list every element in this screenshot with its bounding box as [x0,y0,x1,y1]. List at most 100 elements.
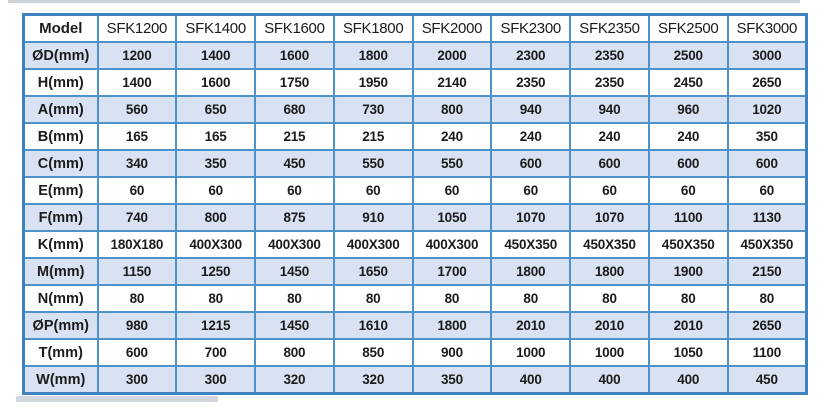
cell: 1800 [411,311,493,340]
table-row: A(mm) 560 650 680 730 800 940 940 960 1020 [22,95,808,124]
cell: 800 [411,95,493,124]
cell: 400X300 [254,230,335,259]
column-header: SFK3000 [726,13,808,43]
cell: 1070 [569,203,650,232]
cell: 2150 [726,257,808,286]
cell: 2650 [726,68,808,97]
cell: 1800 [332,41,414,70]
row-label: M(mm) [22,257,99,286]
row-label: C(mm) [22,149,99,178]
cell: 60 [490,176,572,205]
cell: 60 [96,176,178,205]
cell: 2450 [647,68,729,97]
row-label: B(mm) [22,122,99,151]
cell: 80 [490,284,572,313]
cell: 165 [96,122,178,151]
table-row: F(mm) 740 800 875 910 1050 1070 1070 1100 1130 [22,203,808,232]
cell: 680 [254,95,335,124]
cell: 1200 [96,41,178,70]
cell: 600 [96,338,178,367]
cell: 2500 [647,41,729,70]
cell: 320 [332,365,414,395]
column-header: SFK1800 [332,13,414,43]
cell: 1050 [647,338,729,367]
spec-table: Model SFK1200 SFK1400 SFK1600 SFK1800 SFK2000… [22,13,808,395]
cell: 240 [411,122,493,151]
cell: 1800 [569,257,650,286]
cell: 1050 [411,203,493,232]
column-header: SFK2500 [647,13,729,43]
cell: 450X350 [726,230,808,259]
cell: 550 [332,149,414,178]
table-row: K(mm) 180X180 400X300 400X300 400X300 400X300… [22,230,808,259]
cell: 450 [254,149,335,178]
cell: 450X350 [569,230,650,259]
cell: 2350 [569,41,650,70]
cell: 450X350 [490,230,572,259]
column-header: SFK1200 [96,13,178,43]
cell: 60 [647,176,729,205]
cell: 850 [332,338,414,367]
cell: 215 [254,122,335,151]
cell: 600 [647,149,729,178]
cell: 980 [96,311,178,340]
cell: 910 [332,203,414,232]
cell: 1100 [647,203,729,232]
cell: 1130 [726,203,808,232]
cell: 800 [254,338,335,367]
cell: 1070 [490,203,572,232]
cell: 80 [726,284,808,313]
column-header: SFK2000 [411,13,493,43]
column-header: SFK2350 [569,13,650,43]
cell: 60 [175,176,257,205]
row-label: ØP(mm) [22,311,99,340]
cell: 400 [490,365,572,395]
cell: 2010 [490,311,572,340]
cell: 165 [175,122,257,151]
cell: 350 [175,149,257,178]
cell: 60 [726,176,808,205]
cell: 400 [647,365,729,395]
cell: 600 [726,149,808,178]
cell: 1650 [332,257,414,286]
cell: 2000 [411,41,493,70]
cell: 450X350 [647,230,729,259]
cell: 1600 [254,41,335,70]
cell: 960 [647,95,729,124]
cell: 940 [490,95,572,124]
cell: 1450 [254,311,335,340]
cell: 2140 [411,68,493,97]
table-row: T(mm) 600 700 800 850 900 1000 1000 1050 1100 [22,338,808,367]
spec-table-container: Model SFK1200 SFK1400 SFK1600 SFK1800 SFK2000… [22,13,808,395]
row-label: N(mm) [22,284,99,313]
cell: 450 [726,365,808,395]
cell: 60 [332,176,414,205]
table-row: ØP(mm) 980 1215 1450 1610 1800 2010 2010 2010 265… [22,311,808,340]
cell: 1950 [332,68,414,97]
column-header: SFK1600 [254,13,335,43]
cell: 80 [332,284,414,313]
cell: 300 [96,365,178,395]
row-label: K(mm) [22,230,99,259]
row-label: H(mm) [22,68,99,97]
table-row: ØD(mm) 1200 1400 1600 1800 2000 2300 2350 2500 30… [22,41,808,70]
column-header: SFK1400 [175,13,257,43]
cell: 80 [569,284,650,313]
table-row: C(mm) 340 350 450 550 550 600 600 600 600 [22,149,808,178]
cell: 400X300 [175,230,257,259]
cell: 1150 [96,257,178,286]
bottom-shadow-strip [16,396,218,402]
cell: 875 [254,203,335,232]
table-row: B(mm) 165 165 215 215 240 240 240 240 350 [22,122,808,151]
cell: 1900 [647,257,729,286]
cell: 240 [647,122,729,151]
cell: 400 [569,365,650,395]
row-label: ØD(mm) [22,41,99,70]
model-column-header: Model [22,13,99,43]
cell: 1400 [175,41,257,70]
cell: 80 [96,284,178,313]
table-row: M(mm) 1150 1250 1450 1650 1700 1800 1800 1900 215… [22,257,808,286]
cell: 1600 [175,68,257,97]
cell: 340 [96,149,178,178]
